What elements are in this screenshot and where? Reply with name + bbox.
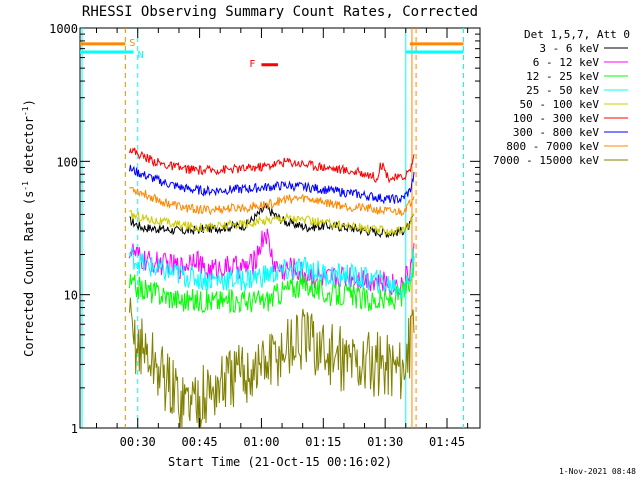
legend-label: 7000 - 15000 keV: [493, 154, 599, 167]
y-tick-label: 100: [56, 155, 78, 169]
x-axis-label: Start Time (21-Oct-15 00:16:02): [168, 455, 392, 469]
x-tick-label: 01:45: [429, 435, 465, 449]
x-tick-label: 01:00: [243, 435, 279, 449]
legend-label: 100 - 300 keV: [513, 112, 599, 125]
x-tick-label: 00:30: [120, 435, 156, 449]
y-axis-label-end: ): [22, 99, 36, 106]
x-tick-label: 01:15: [305, 435, 341, 449]
y-axis-label-sup1: -1: [21, 181, 30, 191]
legend-label: 3 - 6 keV: [539, 42, 599, 55]
x-tick-label: 00:45: [182, 435, 218, 449]
series-line: [129, 297, 415, 429]
flag-label-F: F: [249, 59, 255, 70]
legend-label: 300 - 800 keV: [513, 126, 599, 139]
series-line: [129, 246, 415, 299]
footer-date: 1-Nov-2021 08:48: [559, 467, 636, 476]
legend-header: Det 1,5,7, Att 0: [524, 28, 630, 41]
y-axis: 1 10 100 1000: [49, 22, 480, 436]
y-tick-label: 1: [71, 422, 78, 436]
y-axis-label: Corrected Count Rate (s-1 detector-1): [21, 99, 36, 357]
y-axis-label-sup2: -1: [21, 106, 30, 116]
series-line: [129, 255, 415, 314]
x-axis: 00:30 00:45 01:00 01:15 01:30 01:45: [95, 28, 469, 449]
legend-label: 25 - 50 keV: [526, 84, 599, 97]
series-line: [129, 164, 415, 205]
series-line: [129, 228, 415, 296]
series-line: [129, 209, 415, 237]
plot-border: [79, 27, 481, 429]
series-line: [129, 147, 415, 184]
y-tick-label: 1000: [49, 22, 78, 36]
plot-area: [79, 27, 481, 429]
y-tick-label: 10: [64, 289, 78, 303]
legend-label: 800 - 7000 keV: [506, 140, 599, 153]
flag-label-S: S: [129, 38, 135, 49]
x-tick-label: 01:30: [367, 435, 403, 449]
legend-label: 6 - 12 keV: [533, 56, 600, 69]
chart-title: RHESSI Observing Summary Count Rates, Co…: [82, 4, 478, 20]
flag-bands: SN F: [80, 38, 464, 70]
y-axis-label-mid: detector: [22, 116, 36, 181]
flag-label-N: N: [138, 50, 144, 61]
legend-label: 12 - 25 keV: [526, 70, 599, 83]
y-axis-label-main: Corrected Count Rate (s: [22, 191, 36, 357]
series-line: [129, 186, 415, 217]
series-lines: [129, 147, 415, 429]
legend-label: 50 - 100 keV: [520, 98, 600, 111]
